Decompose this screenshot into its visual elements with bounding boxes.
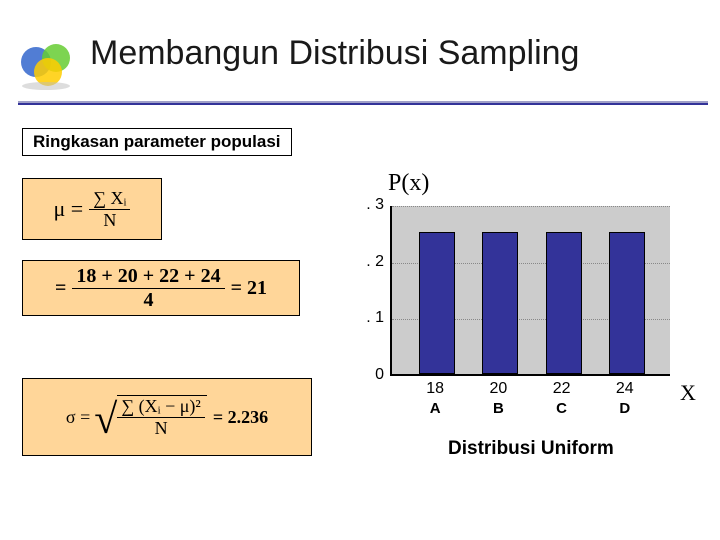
chart-x-letter: B [486, 400, 510, 417]
mu-denominator: N [99, 210, 120, 231]
chart-plot-area [390, 206, 670, 376]
chart-bar [609, 232, 645, 374]
formula-sigma: σ = √ ∑ (Xᵢ − μ)² N = 2.236 [22, 378, 312, 456]
chart-y-tick: 0 [354, 366, 384, 384]
title-underline [18, 92, 708, 96]
mu-numerator: ∑ Xᵢ [89, 188, 130, 210]
chart-x-label: X [680, 380, 696, 406]
chart-x-tick: 22 [547, 380, 577, 398]
formula-mean-value: = 18 + 20 + 22 + 24 4 = 21 [22, 260, 300, 316]
uniform-distribution-chart: P(x) . 3. 2. 10 18A20B22C24D X Distribus… [348, 170, 688, 440]
chart-x-letter: A [423, 400, 447, 417]
chart-caption: Distribusi Uniform [448, 438, 614, 460]
slide-title: Membangun Distribusi Sampling [90, 34, 579, 73]
mean-denominator: 4 [139, 289, 157, 312]
chart-bar [419, 232, 455, 374]
chart-bar [482, 232, 518, 374]
mean-rhs: = 21 [231, 277, 267, 300]
slide-logo [18, 40, 78, 90]
sigma-radical: √ [94, 408, 117, 433]
sigma-lhs: σ = [66, 407, 90, 428]
mean-eq: = [55, 277, 66, 300]
chart-x-tick: 20 [483, 380, 513, 398]
chart-x-letter: C [550, 400, 574, 417]
mean-numerator: 18 + 20 + 22 + 24 [72, 265, 224, 289]
sigma-rhs: = 2.236 [213, 407, 268, 428]
chart-y-label: P(x) [388, 170, 429, 197]
chart-x-tick: 24 [610, 380, 640, 398]
sigma-denominator: N [151, 418, 172, 439]
chart-y-tick: . 3 [354, 196, 384, 214]
chart-y-tick: . 2 [354, 253, 384, 271]
chart-x-tick: 18 [420, 380, 450, 398]
sigma-numerator: ∑ (Xᵢ − μ)² [117, 396, 204, 418]
formula-mu: μ = ∑ Xᵢ N [22, 178, 162, 240]
chart-x-letter: D [613, 400, 637, 417]
chart-gridline [392, 206, 670, 207]
mu-lhs: μ = [54, 196, 84, 222]
summary-label-box: Ringkasan parameter populasi [22, 128, 292, 156]
chart-bar [546, 232, 582, 374]
chart-y-tick: . 1 [354, 309, 384, 327]
